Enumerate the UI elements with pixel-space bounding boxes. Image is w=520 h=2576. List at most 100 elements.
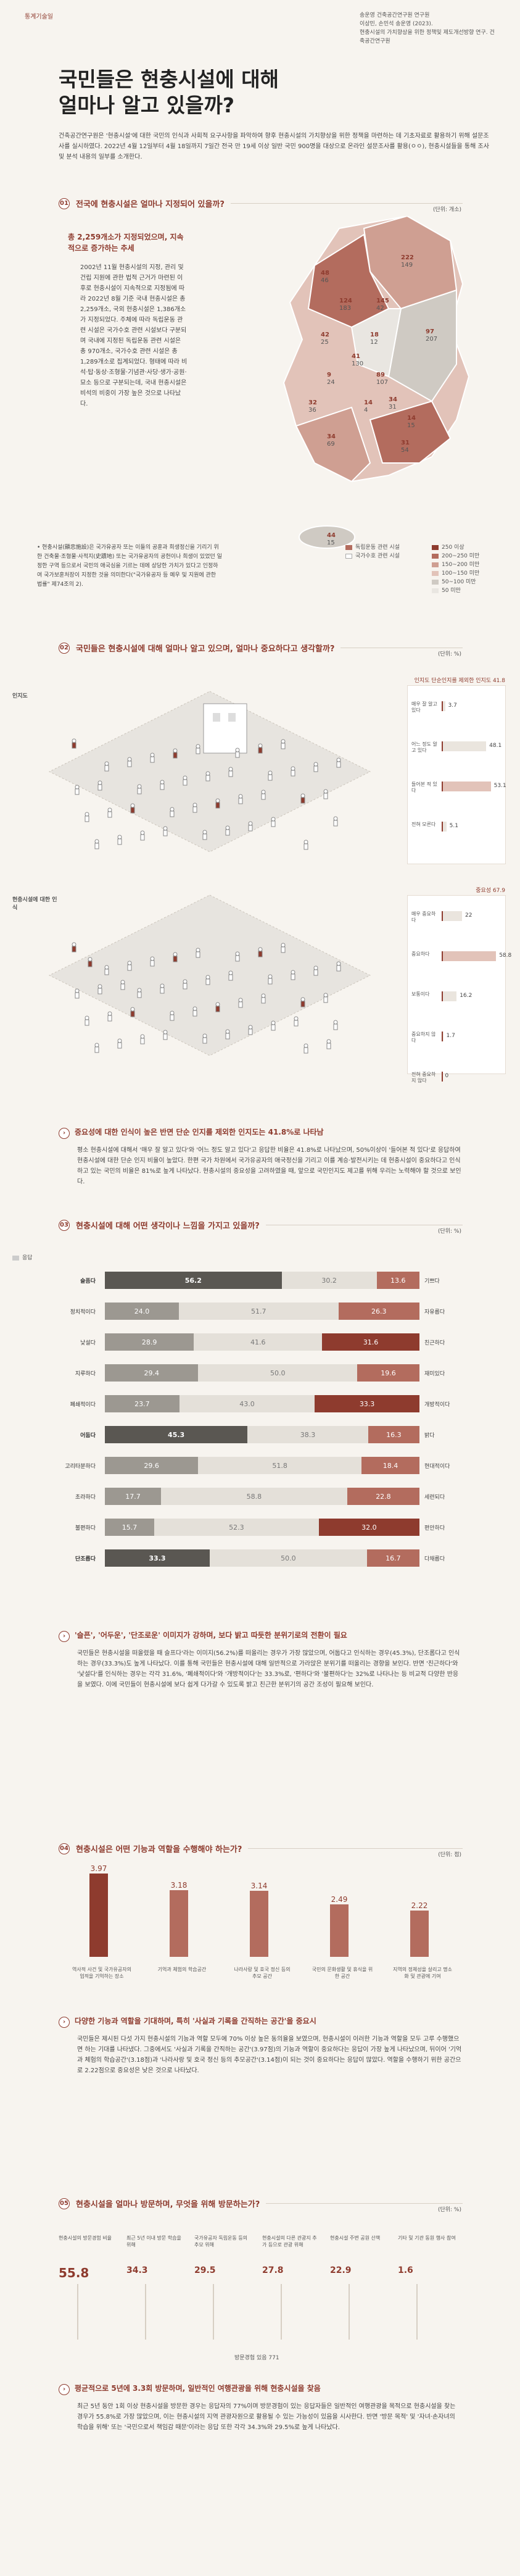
q2-title: 국민들은 현충시설에 대해 얼마나 알고 있으며, 얼마나 중요하다고 생각할까…: [76, 644, 335, 654]
person-icon: [313, 965, 318, 970]
person-body: [303, 843, 308, 850]
iso-drawing: [48, 894, 371, 1056]
person-body: [205, 775, 210, 782]
stat-value: 27.8: [262, 2265, 284, 2275]
bar-value: 0: [445, 1073, 449, 1079]
region-value-defense: 31: [389, 404, 397, 411]
person-icon: [163, 826, 168, 831]
person-icon: [300, 997, 305, 1002]
row-label-right: 기쁘다: [424, 1278, 440, 1285]
person-body: [183, 779, 188, 786]
author-line: 송운영 건축공간연구원 연구원: [360, 12, 430, 19]
person-body: [104, 765, 109, 772]
person-icon: [130, 1007, 135, 1012]
scale-label: 50~100 미만: [442, 579, 476, 585]
person-body: [261, 997, 266, 1004]
region-value-independence: 31: [401, 440, 410, 446]
segment-positive: 32.0: [318, 1519, 419, 1536]
segment-positive: 16.3: [368, 1426, 419, 1443]
person-body: [215, 1006, 220, 1012]
scale-label: 100~150 미만: [442, 570, 480, 577]
person-body: [235, 955, 240, 962]
person-body: [173, 956, 178, 962]
function-bar: [410, 1910, 429, 1957]
person-body: [228, 770, 233, 777]
person-icon: [303, 1043, 308, 1048]
stat-line: [416, 2284, 418, 2340]
scale-item: 50 미만: [432, 586, 487, 595]
person-icon: [228, 767, 233, 772]
person-icon: [150, 956, 155, 961]
person-body: [163, 1033, 168, 1040]
row-label-left: 폐쇄적이다: [70, 1402, 96, 1408]
region-value-defense: 12: [370, 339, 378, 346]
person-icon: [261, 993, 266, 998]
person-icon: [196, 948, 200, 952]
person-icon: [291, 766, 295, 771]
region-value-defense: 42: [376, 305, 384, 312]
person-icon: [104, 761, 109, 766]
row-label-right: 편안하다: [424, 1525, 445, 1532]
q3-legend: 응답: [12, 1253, 33, 1261]
segment-positive: 22.8: [347, 1488, 419, 1505]
person-icon: [205, 771, 210, 776]
region-value-independence: 9: [327, 372, 331, 378]
segment-neutral: 43.0: [179, 1395, 315, 1412]
person-icon: [336, 961, 341, 966]
q5-number: 05: [59, 2198, 70, 2209]
person-icon: [326, 1039, 331, 1044]
region-value-independence: 97: [426, 328, 434, 335]
person-icon: [107, 1011, 112, 1016]
bar-value: 53.1: [493, 783, 506, 789]
person-body: [163, 830, 168, 836]
person-body: [225, 829, 230, 836]
person-body: [196, 748, 200, 754]
region-value-defense: 4: [364, 407, 368, 414]
q4-sub: › 다양한 기능과 역할을 기대하며, 특히 '사실과 기록을 간직하는 공간'을…: [59, 2015, 463, 2028]
bar: [442, 741, 487, 751]
region-value-defense: 24: [327, 379, 335, 386]
stat-value: 22.9: [330, 2265, 352, 2275]
q4-body: 국민들은 제시된 다섯 가지 현충시설의 기능과 역할 모두에 70% 이상 높…: [77, 2036, 462, 2074]
stat-label: 현충시설의 다른 관광지 추가 등으로 관광 위해: [262, 2235, 317, 2248]
map-legend: 독립운동 관련 시설 국가수호 관련 시설: [345, 543, 426, 561]
bar: [442, 951, 497, 961]
person-icon: [72, 738, 76, 743]
person-icon: [205, 975, 210, 980]
person-icon: [291, 970, 295, 975]
person-body: [313, 765, 318, 772]
person-icon: [235, 748, 240, 752]
person-body: [291, 770, 295, 777]
person-body: [117, 1042, 122, 1049]
person-body: [323, 793, 328, 799]
person-body: [192, 806, 197, 813]
segment-positive: 33.3: [315, 1395, 419, 1412]
box-title: 인지도 단순인지를 제외한 인지도 41.8: [414, 678, 505, 684]
person-icon: [170, 1011, 175, 1015]
map-region-chungbuk: [350, 308, 402, 378]
person-body: [248, 1028, 253, 1035]
person-body: [85, 1019, 89, 1026]
person-body: [130, 807, 135, 814]
person-body: [137, 788, 142, 794]
region-value-independence: 34: [327, 433, 336, 440]
legend-swatch: [345, 553, 352, 559]
person-body: [336, 965, 341, 972]
bar-value: 1.7: [446, 1033, 455, 1039]
bar: [442, 701, 445, 711]
person-body: [281, 946, 286, 953]
q1-unit: (단위: 개소): [432, 207, 461, 213]
bar-value: 3.7: [448, 702, 457, 709]
bar-label: 보통이다: [411, 991, 430, 997]
segment-neutral: 52.3: [154, 1519, 319, 1536]
person-icon: [271, 1020, 276, 1025]
q1-heading: 01 전국에 현충시설은 얼마나 지정되어 있을까?: [59, 198, 463, 209]
person-body: [215, 802, 220, 809]
row-track: 45.3 38.3 16.3: [105, 1426, 419, 1443]
bar: [442, 991, 457, 1001]
region-value-defense: 15: [327, 540, 335, 546]
person-body: [140, 1038, 145, 1044]
person-body: [268, 774, 273, 781]
person-body: [333, 1023, 338, 1030]
person-body: [261, 793, 266, 800]
